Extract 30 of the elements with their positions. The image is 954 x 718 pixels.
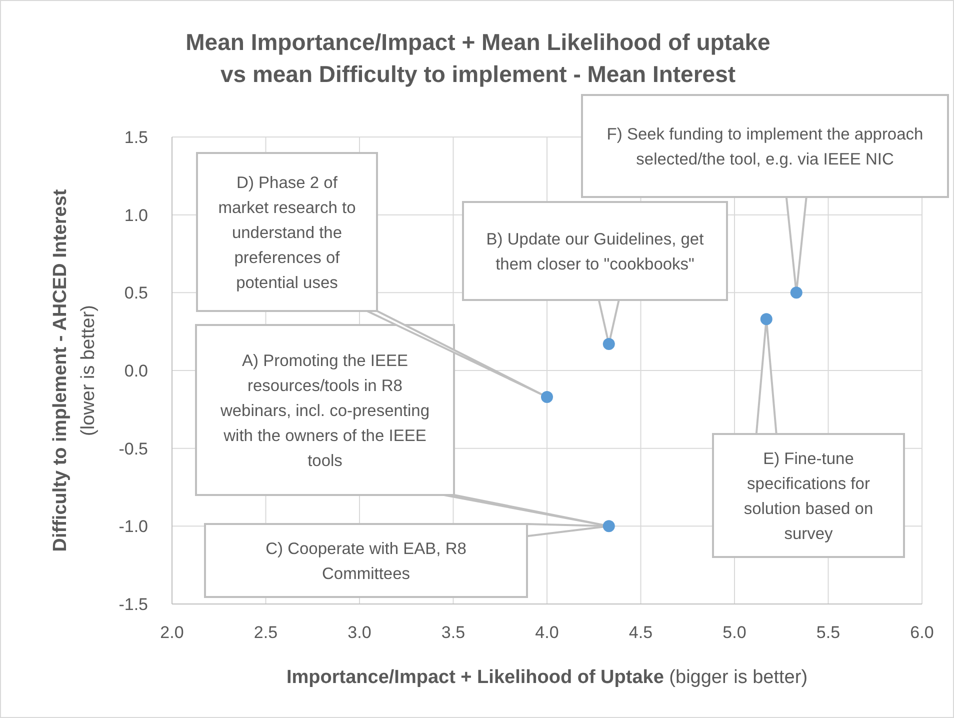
annotation: B) Update our Guidelines, get them closer to "cookbooks" <box>486 230 704 274</box>
x-tick-label: 4.0 <box>535 623 559 642</box>
annotation: F) Seek funding to implement the approach selected/the tool, e.g. via IEEE NIC <box>606 126 924 168</box>
point <box>602 520 615 532</box>
y-tick-label: -1.0 <box>118 517 148 536</box>
x-tick-label: 5.0 <box>722 623 746 642</box>
point <box>760 313 772 326</box>
x-axis-title: Importance/Impact + Likelihood of Uptake (bigger is better) <box>286 667 808 688</box>
annotation: D) Phase 2 of market research to understand the preferences of potential uses <box>218 174 356 292</box>
x-tick-label: 2.5 <box>254 623 278 642</box>
y-tick-label: 0.0 <box>124 362 148 380</box>
y-tick-label: -1.5 <box>118 595 148 614</box>
annotation: E) Fine-tune specifications for solution based on survey <box>744 450 874 543</box>
y-tick-label: 0.5 <box>124 284 148 303</box>
x-tick-label: 2.0 <box>160 623 184 642</box>
x-tick-label: 4.5 <box>628 623 653 642</box>
point <box>602 338 615 350</box>
y-axis-title: Difficulty to implement - AHCED Interest (lower is better) <box>50 188 99 552</box>
annotation: A) Promoting the IEEE resources/tools in R8 webinars, incl. co-presenting with the owners of the IEEE tools <box>219 352 430 470</box>
y-tick-label: 1.5 <box>124 128 148 147</box>
x-tick-label: 3.5 <box>441 623 466 642</box>
point <box>541 390 553 403</box>
x-tick-label: 6.0 <box>910 623 934 642</box>
chart-title: Mean Importance/Impact + Mean Likelihood of uptake vs mean Difficulty to implement - Mean Interest <box>186 29 770 87</box>
x-tick-label: 5.5 <box>816 623 840 642</box>
y-tick-label: -0.5 <box>118 439 148 458</box>
y-tick-label: 1.0 <box>124 206 148 225</box>
point <box>790 286 802 299</box>
x-tick-label: 3.0 <box>348 623 372 642</box>
annotation: C) Cooperate with EAB, R8 Committees <box>266 540 466 583</box>
